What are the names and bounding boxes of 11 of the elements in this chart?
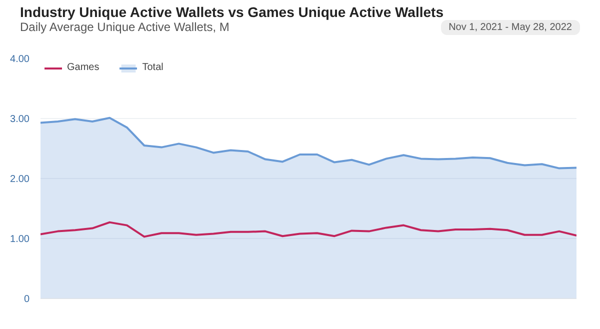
legend-label: Games [67,62,100,73]
y-tick-label: 2.00 [10,174,30,185]
chart-subtitle: Daily Average Unique Active Wallets, M [20,20,230,35]
text: Nov 1, 2021 - May 28, 2022 [440,20,580,35]
y-tick-label: 1.00 [10,234,30,245]
chart-title: Industry Unique Active Wallets vs Games Unique Active Wallets [20,4,444,20]
y-tick-label: 3.00 [10,114,30,125]
legend-label: Total [142,62,164,73]
y-tick-label: 0 [24,294,30,305]
y-tick-label: 4.00 [10,54,30,65]
line-series [40,221,576,238]
